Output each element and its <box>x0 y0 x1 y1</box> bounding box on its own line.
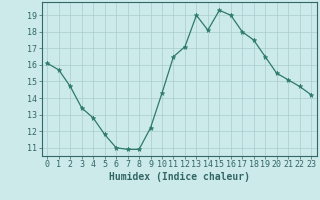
X-axis label: Humidex (Indice chaleur): Humidex (Indice chaleur) <box>109 172 250 182</box>
